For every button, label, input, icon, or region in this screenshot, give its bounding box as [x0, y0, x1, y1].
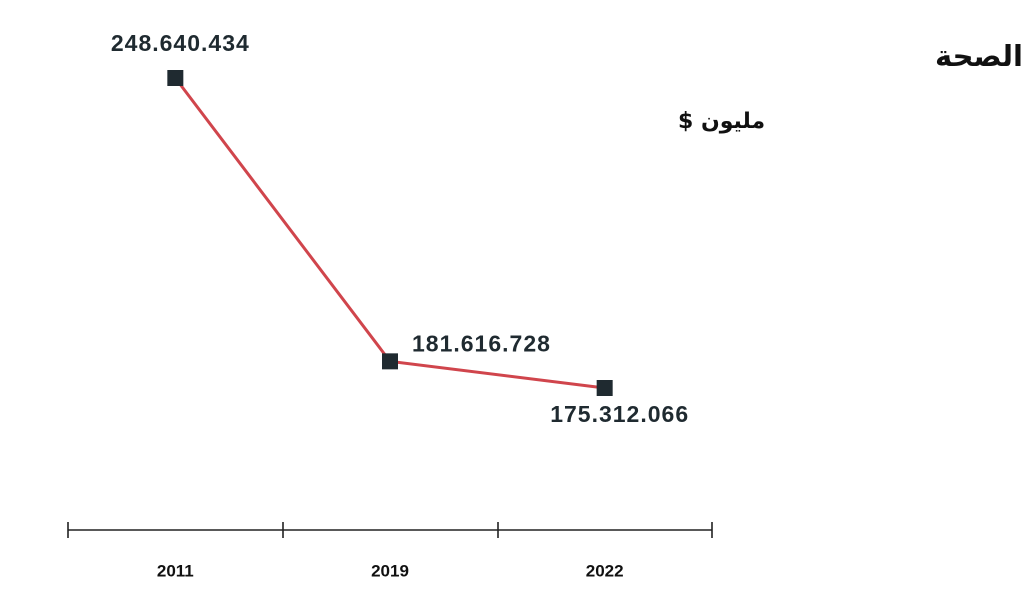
x-tick-label: 2022: [586, 561, 624, 580]
value-label: 175.312.066: [550, 401, 689, 427]
x-tick-label: 2019: [371, 561, 409, 580]
marker: [167, 70, 184, 86]
value-label: 181.616.728: [412, 330, 551, 356]
chart-title: الإنفاق «التقديري» الحكومي على قطاع الصح…: [935, 39, 1024, 73]
x-axis: [67, 522, 713, 538]
chart-subtitle: مليون $: [678, 109, 765, 134]
marker: [596, 380, 613, 396]
value-label: 248.640.434: [111, 30, 250, 56]
x-tick-label: 2011: [157, 561, 194, 580]
marker: [382, 353, 398, 370]
